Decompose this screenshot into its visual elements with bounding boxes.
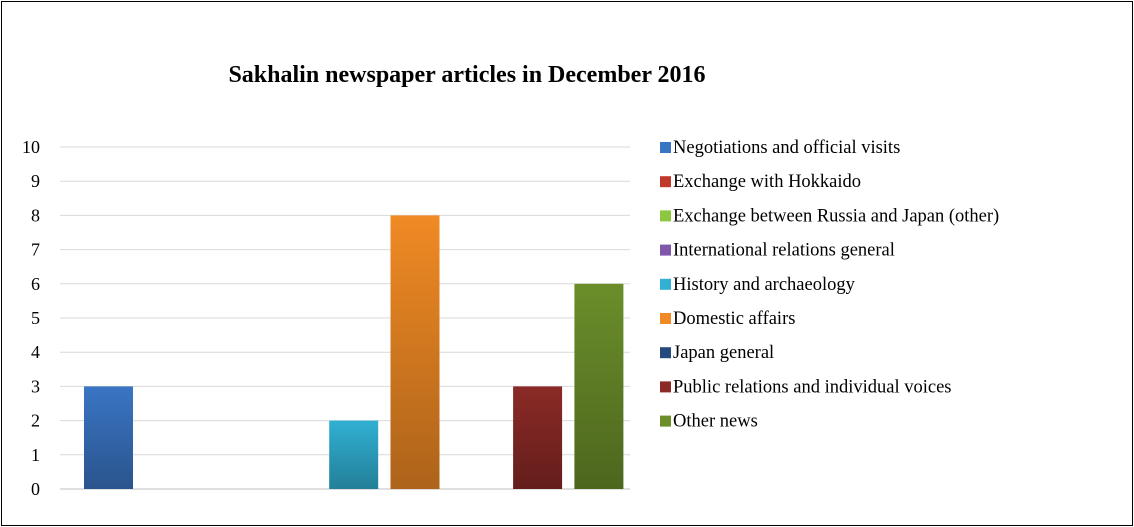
chart-title: Sakhalin newspaper articles in December … [228,62,705,88]
y-tick-label: 5 [31,308,40,328]
bar [329,420,379,489]
legend-swatch [660,176,671,188]
y-tick-label: 6 [31,274,40,294]
legend-entry: Other news [673,412,758,432]
legend-entry: Japan general [673,343,774,363]
y-tick-label: 7 [31,240,40,260]
y-tick-label: 4 [31,342,40,362]
bars [84,215,624,489]
legend-swatch [660,142,671,153]
legend-entry: History and archaeology [673,275,856,295]
y-axis-ticks: 0 1 2 3 4 5 6 7 8 9 10 [22,137,40,499]
legend-entry: International relations general [673,241,895,261]
legend-swatch [660,278,671,290]
y-tick-label: 1 [31,445,40,465]
legend-swatch [660,347,671,359]
legend-entry: Domestic affairs [673,309,795,329]
legend-entry: Public relations and individual voices [673,377,951,397]
legend-swatch [660,244,671,256]
y-tick-label: 2 [31,411,40,431]
y-tick-label: 10 [22,137,40,157]
bar [513,386,563,489]
bar [390,215,440,489]
gridlines [60,146,630,490]
y-tick-label: 0 [31,479,40,499]
legend-entry: Exchange between Russia and Japan (other… [673,206,999,226]
legend-swatch [660,381,671,393]
y-tick-label: 3 [31,376,40,396]
y-tick-label: 9 [31,171,40,191]
legend-entry: Exchange with Hokkaido [673,172,861,192]
y-tick-label: 8 [31,205,40,225]
legend: Negotiations and official visits Exchange… [660,138,999,432]
bar [84,386,133,489]
bar [574,283,624,489]
legend-swatch [660,210,671,222]
legend-entry: Negotiations and official visits [673,138,900,158]
legend-swatch [660,313,671,324]
legend-swatch [660,415,671,427]
